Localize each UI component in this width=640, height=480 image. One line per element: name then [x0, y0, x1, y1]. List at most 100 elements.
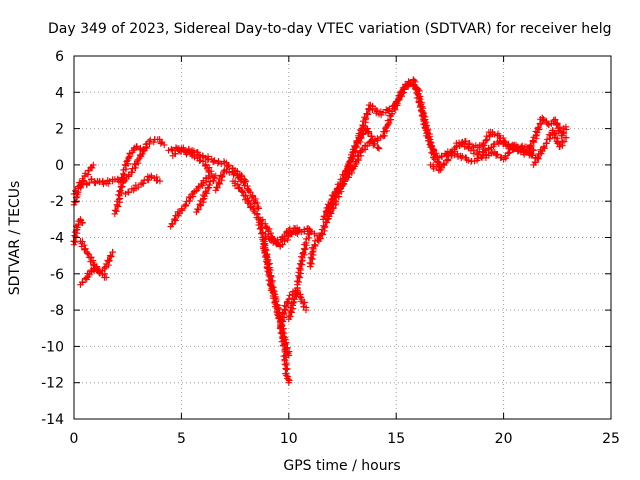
data-point — [270, 290, 278, 298]
data-point — [285, 296, 293, 303]
data-point — [214, 184, 221, 192]
data-point — [496, 137, 504, 145]
data-point — [362, 115, 370, 122]
data-point — [106, 257, 113, 264]
y-tick-label: -14 — [41, 412, 64, 428]
data-point — [91, 265, 99, 273]
data-point — [172, 150, 179, 158]
data-point — [534, 125, 542, 132]
data-point — [111, 176, 119, 183]
data-point — [420, 120, 427, 128]
data-point — [79, 219, 86, 227]
data-point — [491, 131, 498, 138]
data-point — [417, 99, 425, 107]
data-point — [88, 164, 96, 172]
data-point — [171, 215, 178, 223]
data-point — [267, 229, 274, 237]
data-point — [156, 178, 164, 185]
data-point — [365, 128, 373, 136]
data-point — [367, 133, 375, 140]
data-point — [116, 188, 123, 195]
data-point — [168, 220, 176, 227]
data-point — [206, 172, 213, 179]
y-tick-label: -12 — [41, 376, 64, 392]
data-point — [300, 249, 307, 256]
y-axis-title: SDTVAR / TECUs — [7, 181, 23, 296]
data-point — [327, 199, 335, 206]
data-point — [321, 213, 329, 221]
data-point — [482, 137, 490, 144]
data-point — [161, 141, 168, 149]
x-tick-label: 10 — [280, 431, 298, 447]
data-point — [419, 111, 426, 119]
data-point — [121, 171, 128, 179]
data-point — [375, 144, 382, 151]
data-point — [320, 213, 328, 220]
y-tick-label: -2 — [50, 194, 64, 210]
data-point — [206, 181, 213, 189]
data-point — [285, 312, 293, 320]
data-point — [511, 144, 518, 152]
data-point — [90, 161, 97, 169]
data-point — [438, 153, 446, 161]
data-point — [426, 141, 434, 148]
data-point — [224, 163, 231, 170]
data-point — [176, 148, 184, 155]
series-mid-d — [193, 172, 219, 216]
series-rise-3 — [122, 172, 164, 198]
data-point — [239, 189, 247, 196]
data-point — [261, 246, 269, 254]
data-point — [299, 250, 306, 257]
data-point — [475, 151, 482, 159]
data-point — [451, 151, 458, 159]
series-mid-a — [165, 144, 215, 178]
data-point — [190, 147, 198, 155]
data-point — [502, 153, 509, 161]
data-point — [531, 158, 539, 166]
data-point — [486, 132, 494, 139]
data-point — [111, 207, 119, 214]
data-point — [79, 279, 86, 286]
x-axis-title: GPS time / hours — [283, 458, 400, 474]
data-point — [285, 379, 292, 386]
data-point — [113, 208, 120, 215]
series-mid-f — [229, 178, 271, 232]
data-point — [168, 146, 175, 153]
y-tick-label: -10 — [41, 339, 64, 355]
data-point — [262, 246, 270, 253]
data-point — [399, 89, 406, 97]
data-point — [301, 228, 308, 235]
data-point — [534, 154, 541, 161]
series-late-e — [530, 127, 570, 169]
x-tick-label: 25 — [602, 431, 620, 447]
data-point — [519, 142, 526, 150]
data-point — [234, 181, 242, 188]
data-point — [363, 110, 370, 117]
data-point — [562, 123, 570, 130]
data-point — [370, 142, 377, 149]
data-point — [210, 177, 217, 185]
data-point — [424, 128, 431, 136]
data-point — [258, 224, 265, 231]
data-point — [416, 87, 423, 95]
x-tick-label: 0 — [70, 431, 79, 447]
data-point — [287, 313, 294, 320]
data-point — [358, 134, 365, 142]
data-point — [211, 157, 218, 164]
data-point — [528, 150, 535, 158]
x-tick-label: 20 — [495, 431, 513, 447]
data-point — [263, 255, 270, 263]
y-tick-label: 2 — [55, 122, 64, 138]
series-late-d — [526, 114, 570, 152]
data-point — [400, 85, 408, 93]
data-point — [225, 162, 233, 169]
data-point — [465, 157, 472, 164]
data-point — [551, 116, 559, 124]
data-point — [492, 152, 500, 159]
data-point — [219, 172, 226, 180]
data-point — [267, 236, 275, 243]
data-point — [109, 248, 116, 256]
data-point — [186, 197, 194, 205]
data-point — [429, 145, 436, 152]
